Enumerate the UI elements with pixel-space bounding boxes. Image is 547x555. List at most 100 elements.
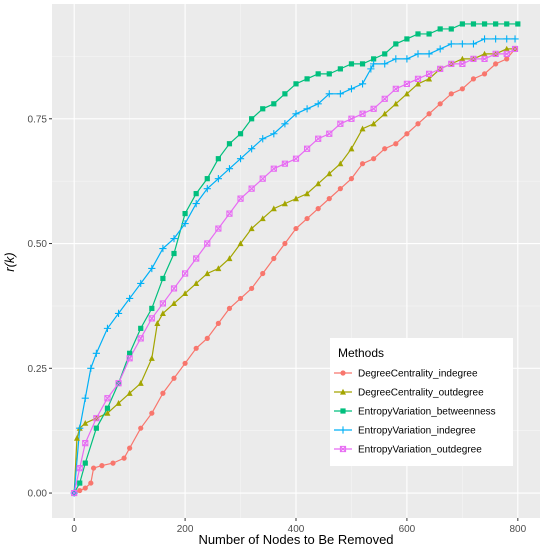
data-point-degreecentrality-indegree	[110, 460, 116, 466]
data-point-entropyvariation-outdegree	[193, 255, 200, 262]
data-point-entropyvariation-betweenness	[426, 31, 432, 37]
data-point-degreecentrality-outdegree	[359, 125, 366, 132]
data-point-entropyvariation-indegree	[92, 349, 100, 357]
data-point-entropyvariation-betweenness	[193, 191, 199, 197]
data-point-degreecentrality-outdegree	[148, 355, 155, 361]
x-tick-label: 400	[288, 524, 305, 535]
data-point-degreecentrality-indegree	[99, 463, 105, 469]
data-point-entropyvariation-indegree	[76, 424, 84, 432]
data-point-entropyvariation-indegree	[336, 90, 344, 98]
legend-items: DegreeCentrality_indegree DegreeCentralit…	[334, 369, 496, 456]
legend-key-marker	[340, 408, 346, 414]
data-point-entropyvariation-outdegree	[326, 130, 333, 137]
data-point-degreecentrality-outdegree	[315, 180, 322, 187]
data-point-degreecentrality-indegree	[504, 56, 510, 62]
data-point-entropyvariation-indegree	[347, 85, 356, 93]
data-point-degreecentrality-outdegree	[248, 225, 255, 232]
legend-title: Methods	[338, 346, 384, 360]
data-point-degreecentrality-indegree	[138, 425, 144, 431]
data-point-entropyvariation-betweenness	[138, 325, 144, 331]
data-point-entropyvariation-betweenness	[226, 141, 233, 147]
legend-item-entropyvariation-outdegree: EntropyVariation_outdegree	[334, 445, 482, 456]
data-point-entropyvariation-indegree	[87, 364, 95, 372]
data-point-entropyvariation-betweenness	[160, 275, 166, 282]
legend-label: EntropyVariation_outdegree	[358, 445, 482, 456]
x-tick-label: 0	[71, 524, 77, 535]
data-point-entropyvariation-indegree	[367, 65, 375, 73]
data-point-entropyvariation-betweenness	[204, 176, 210, 182]
data-point-degreecentrality-indegree	[204, 335, 210, 341]
x-tick-label: 600	[399, 524, 416, 535]
data-point-entropyvariation-betweenness	[315, 71, 321, 77]
series-line-entropyvariation-indegree	[73, 38, 516, 494]
data-point-degreecentrality-outdegree	[154, 320, 161, 326]
data-point-degreecentrality-indegree	[77, 487, 83, 494]
legend-label: EntropyVariation_betweenness	[358, 407, 496, 418]
data-point-entropyvariation-outdegree	[503, 50, 510, 58]
data-point-degreecentrality-outdegree	[503, 45, 510, 52]
data-point-entropyvariation-indegree	[469, 40, 478, 48]
data-point-degreecentrality-indegree	[459, 86, 465, 92]
data-point-entropyvariation-outdegree	[337, 120, 344, 127]
data-point-entropyvariation-betweenness	[104, 405, 111, 411]
data-point-degreecentrality-indegree	[249, 285, 255, 292]
data-point-entropyvariation-outdegree	[303, 145, 311, 152]
data-point-entropyvariation-outdegree	[281, 160, 289, 167]
data-point-entropyvariation-betweenness	[304, 76, 310, 82]
data-point-entropyvariation-betweenness	[82, 460, 88, 466]
data-point-entropyvariation-outdegree	[204, 240, 211, 247]
data-point-entropyvariation-betweenness	[382, 51, 388, 57]
series-markers	[70, 21, 521, 497]
data-point-entropyvariation-indegree	[159, 244, 167, 253]
data-point-degreecentrality-outdegree	[171, 300, 177, 307]
y-tick-label: 0.25	[28, 364, 48, 375]
data-point-degreecentrality-indegree	[182, 360, 188, 366]
data-point-degreecentrality-indegree	[193, 345, 199, 351]
data-point-entropyvariation-betweenness	[293, 81, 299, 87]
data-point-entropyvariation-betweenness	[337, 66, 343, 72]
data-point-degreecentrality-indegree	[337, 186, 343, 192]
data-point-degreecentrality-indegree	[359, 161, 366, 167]
data-point-entropyvariation-betweenness	[459, 21, 465, 27]
data-point-entropyvariation-betweenness	[249, 116, 255, 122]
data-point-entropyvariation-indegree	[248, 145, 256, 153]
data-point-degreecentrality-outdegree	[259, 215, 266, 222]
data-point-entropyvariation-outdegree	[259, 175, 266, 182]
legend: Methods DegreeCentrality_indegreeDegreeC…	[330, 338, 513, 466]
data-point-degreecentrality-indegree	[282, 240, 288, 247]
data-point-entropyvariation-outdegree	[292, 155, 300, 162]
data-point-entropyvariation-betweenness	[393, 41, 399, 47]
data-point-degreecentrality-outdegree	[293, 195, 299, 202]
data-point-degreecentrality-indegree	[481, 71, 488, 77]
data-point-entropyvariation-outdegree	[481, 55, 488, 62]
data-point-degreecentrality-indegree	[237, 295, 244, 302]
data-point-entropyvariation-indegree	[370, 60, 378, 68]
data-point-entropyvariation-indegree	[236, 155, 245, 163]
data-point-entropyvariation-outdegree	[403, 80, 411, 87]
data-point-entropyvariation-indegree	[314, 100, 322, 108]
data-point-degreecentrality-indegree	[404, 131, 410, 137]
data-point-degreecentrality-outdegree	[459, 55, 466, 62]
y-tick-label: 0.50	[28, 239, 48, 250]
data-point-degreecentrality-outdegree	[104, 410, 111, 416]
data-point-entropyvariation-indegree	[192, 200, 200, 208]
data-point-entropyvariation-indegree	[114, 309, 123, 317]
data-point-entropyvariation-outdegree	[348, 115, 355, 122]
data-point-degreecentrality-indegree	[437, 101, 443, 107]
data-point-entropyvariation-outdegree	[414, 75, 422, 82]
data-point-degreecentrality-indegree	[493, 61, 499, 67]
data-point-entropyvariation-indegree	[492, 35, 500, 43]
data-point-entropyvariation-betweenness	[215, 156, 221, 162]
data-point-entropyvariation-betweenness	[271, 101, 277, 107]
data-point-entropyvariation-outdegree	[470, 55, 477, 62]
data-point-degreecentrality-outdegree	[137, 380, 144, 386]
data-point-degreecentrality-outdegree	[415, 80, 421, 87]
data-point-entropyvariation-betweenness	[481, 21, 488, 27]
data-point-entropyvariation-betweenness	[182, 210, 188, 217]
data-point-degreecentrality-indegree	[382, 146, 388, 152]
data-point-entropyvariation-indegree	[137, 279, 145, 288]
data-point-degreecentrality-indegree	[470, 76, 477, 82]
data-point-entropyvariation-indegree	[170, 234, 178, 243]
data-point-entropyvariation-outdegree	[248, 185, 255, 192]
